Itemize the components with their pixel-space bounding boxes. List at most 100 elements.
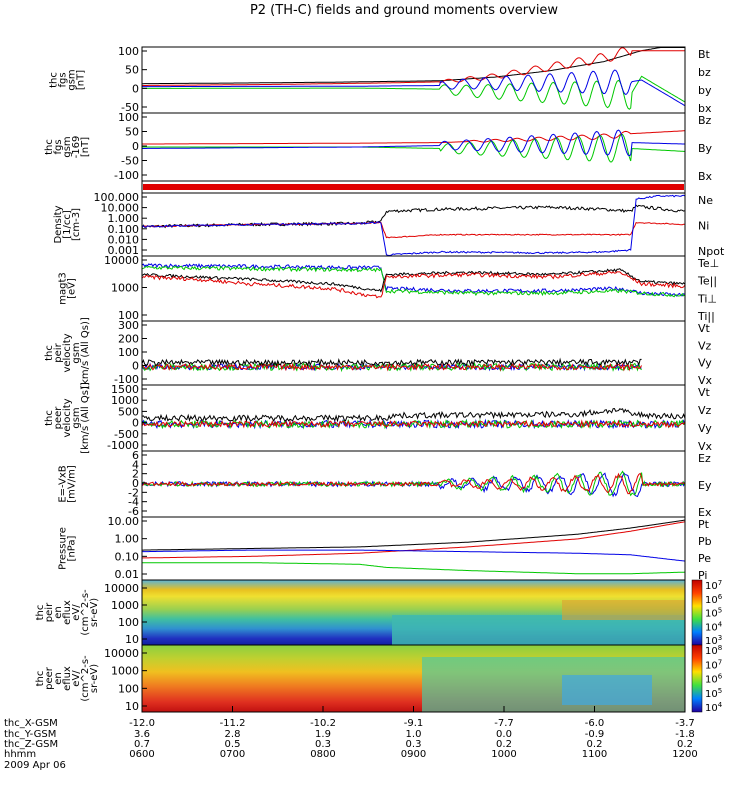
legend-entry: by	[698, 84, 712, 97]
y-tick-label: 100	[118, 111, 139, 124]
colorbar	[691, 644, 703, 713]
time-axis-value: -0.9	[585, 729, 605, 740]
y-axis-label: magt3	[58, 272, 69, 305]
series-group	[141, 519, 686, 575]
y-axis-label: velocity	[62, 333, 73, 372]
series-line-black	[141, 407, 686, 423]
series-group	[141, 357, 643, 373]
legend-entry: Vy	[698, 422, 712, 435]
y-tick-label: 0	[132, 417, 139, 430]
y-tick-label: 100	[118, 616, 139, 629]
y-axis-label: eflux	[62, 666, 73, 691]
y-tick-label: 1000	[111, 665, 139, 678]
series-line-green	[141, 265, 686, 298]
y-tick-label: -1000	[107, 439, 139, 452]
legend-entry: Te⊥	[697, 257, 719, 270]
time-axis-value: -3.7	[675, 718, 695, 729]
y-axis-label: peer	[44, 666, 55, 690]
time-axis-value: -6.0	[585, 718, 605, 729]
colorbar-tick-label: 105	[705, 687, 722, 700]
y-tick-label: 10.000	[101, 202, 140, 215]
y-tick-label: 10000	[104, 582, 139, 595]
legend-entry: Bz	[698, 114, 712, 127]
y-tick-label: 10000	[104, 254, 139, 267]
colorbar-tick-label: 107	[705, 579, 722, 592]
y-tick-label: 200	[118, 333, 139, 346]
series-line-black	[141, 204, 686, 229]
y-tick-label: 1.00	[115, 533, 140, 546]
y-tick-label: 10	[125, 700, 139, 713]
y-tick-label: 100	[118, 682, 139, 695]
legend-entry: Ez	[698, 452, 711, 465]
panel-density: Ne Ni Npot 100.00010.0001.0000.1000.0100.00…	[53, 191, 725, 258]
y-tick-label: -4	[128, 496, 139, 509]
legend-entry: Pt	[698, 518, 710, 531]
y-tick-label: 1000	[111, 599, 139, 612]
y-tick-label: 0.10	[115, 550, 140, 563]
y-axis-label: (cm^2-s-	[80, 589, 91, 636]
series-group	[141, 194, 686, 257]
y-axis-label: thc	[35, 605, 46, 621]
y-tick-label: 0	[132, 360, 139, 373]
y-axis-label: [km/s (All Qs)]	[80, 317, 91, 389]
y-tick-label: -2	[128, 486, 139, 499]
legend-entry: Ne	[698, 194, 713, 207]
time-axis-row-label: thc_Y-GSM	[4, 729, 56, 740]
y-axis-label: eflux	[62, 600, 73, 625]
legend-entry: Ti⊥	[697, 292, 717, 305]
series-line-red	[141, 362, 643, 372]
series-line-red	[141, 221, 685, 239]
colorbar-tick-label: 105	[705, 607, 722, 620]
y-tick-label: 0	[132, 140, 139, 153]
spectrogram-region	[562, 675, 652, 705]
y-tick-label: 0	[132, 82, 139, 95]
legend-entry: Te||	[697, 275, 717, 288]
legend-entry: bz	[698, 66, 711, 79]
y-axis-label: peir	[53, 342, 64, 362]
legend-entry: Pe	[698, 552, 711, 565]
panel-stack: Btbzbybx100500-50thcfgsgsm[nT]BzByBx1005…	[35, 45, 725, 714]
legend-entry: Pi	[698, 569, 707, 582]
panel-frame	[141, 46, 686, 114]
time-axis-value: -12.0	[129, 718, 155, 729]
y-tick-label: 2	[132, 468, 139, 481]
y-tick-label: -100	[114, 373, 139, 386]
legend-entry: bx	[698, 102, 712, 115]
series-group	[142, 129, 686, 163]
time-axis-value: 0.3	[315, 739, 331, 750]
series-line-black	[141, 357, 642, 367]
time-axis-value: -10.2	[310, 718, 336, 729]
legend-entry: Vx	[698, 374, 713, 387]
y-axis-label: fgs	[58, 72, 69, 87]
y-tick-label: 10.00	[108, 515, 140, 528]
legend-entry: Npot	[698, 245, 725, 258]
panel-frame	[141, 192, 686, 257]
panel-frame	[141, 320, 686, 386]
series-line-red	[141, 521, 686, 559]
time-axis-value: 0.5	[225, 739, 241, 750]
y-axis-label: [nT]	[80, 137, 91, 157]
y-tick-label: 1500	[111, 383, 139, 396]
series-line-blue	[141, 262, 686, 297]
series-line-blue	[142, 69, 686, 107]
time-axis-value: 0.0	[496, 729, 512, 740]
y-axis-label: en	[53, 672, 64, 685]
y-axis-label: (cm^2-s-	[80, 655, 91, 702]
legend-entry: Vy	[698, 357, 712, 370]
legend-entry: Ey	[698, 479, 712, 492]
legend-entry: Vz	[698, 339, 712, 352]
time-axis-value: 0.2	[496, 739, 512, 750]
y-axis-label: E=-VxB	[58, 465, 69, 502]
y-tick-label: -500	[114, 428, 139, 441]
y-tick-label: 1.000	[108, 212, 140, 225]
y-axis-label: thc	[35, 671, 46, 687]
y-axis-label: [1/cc]	[62, 210, 73, 239]
legend-entry: Vt	[698, 386, 711, 399]
y-axis-label: [eV]	[67, 278, 78, 299]
y-tick-label: 6	[132, 449, 139, 462]
time-axis-value: 3.6	[134, 729, 150, 740]
